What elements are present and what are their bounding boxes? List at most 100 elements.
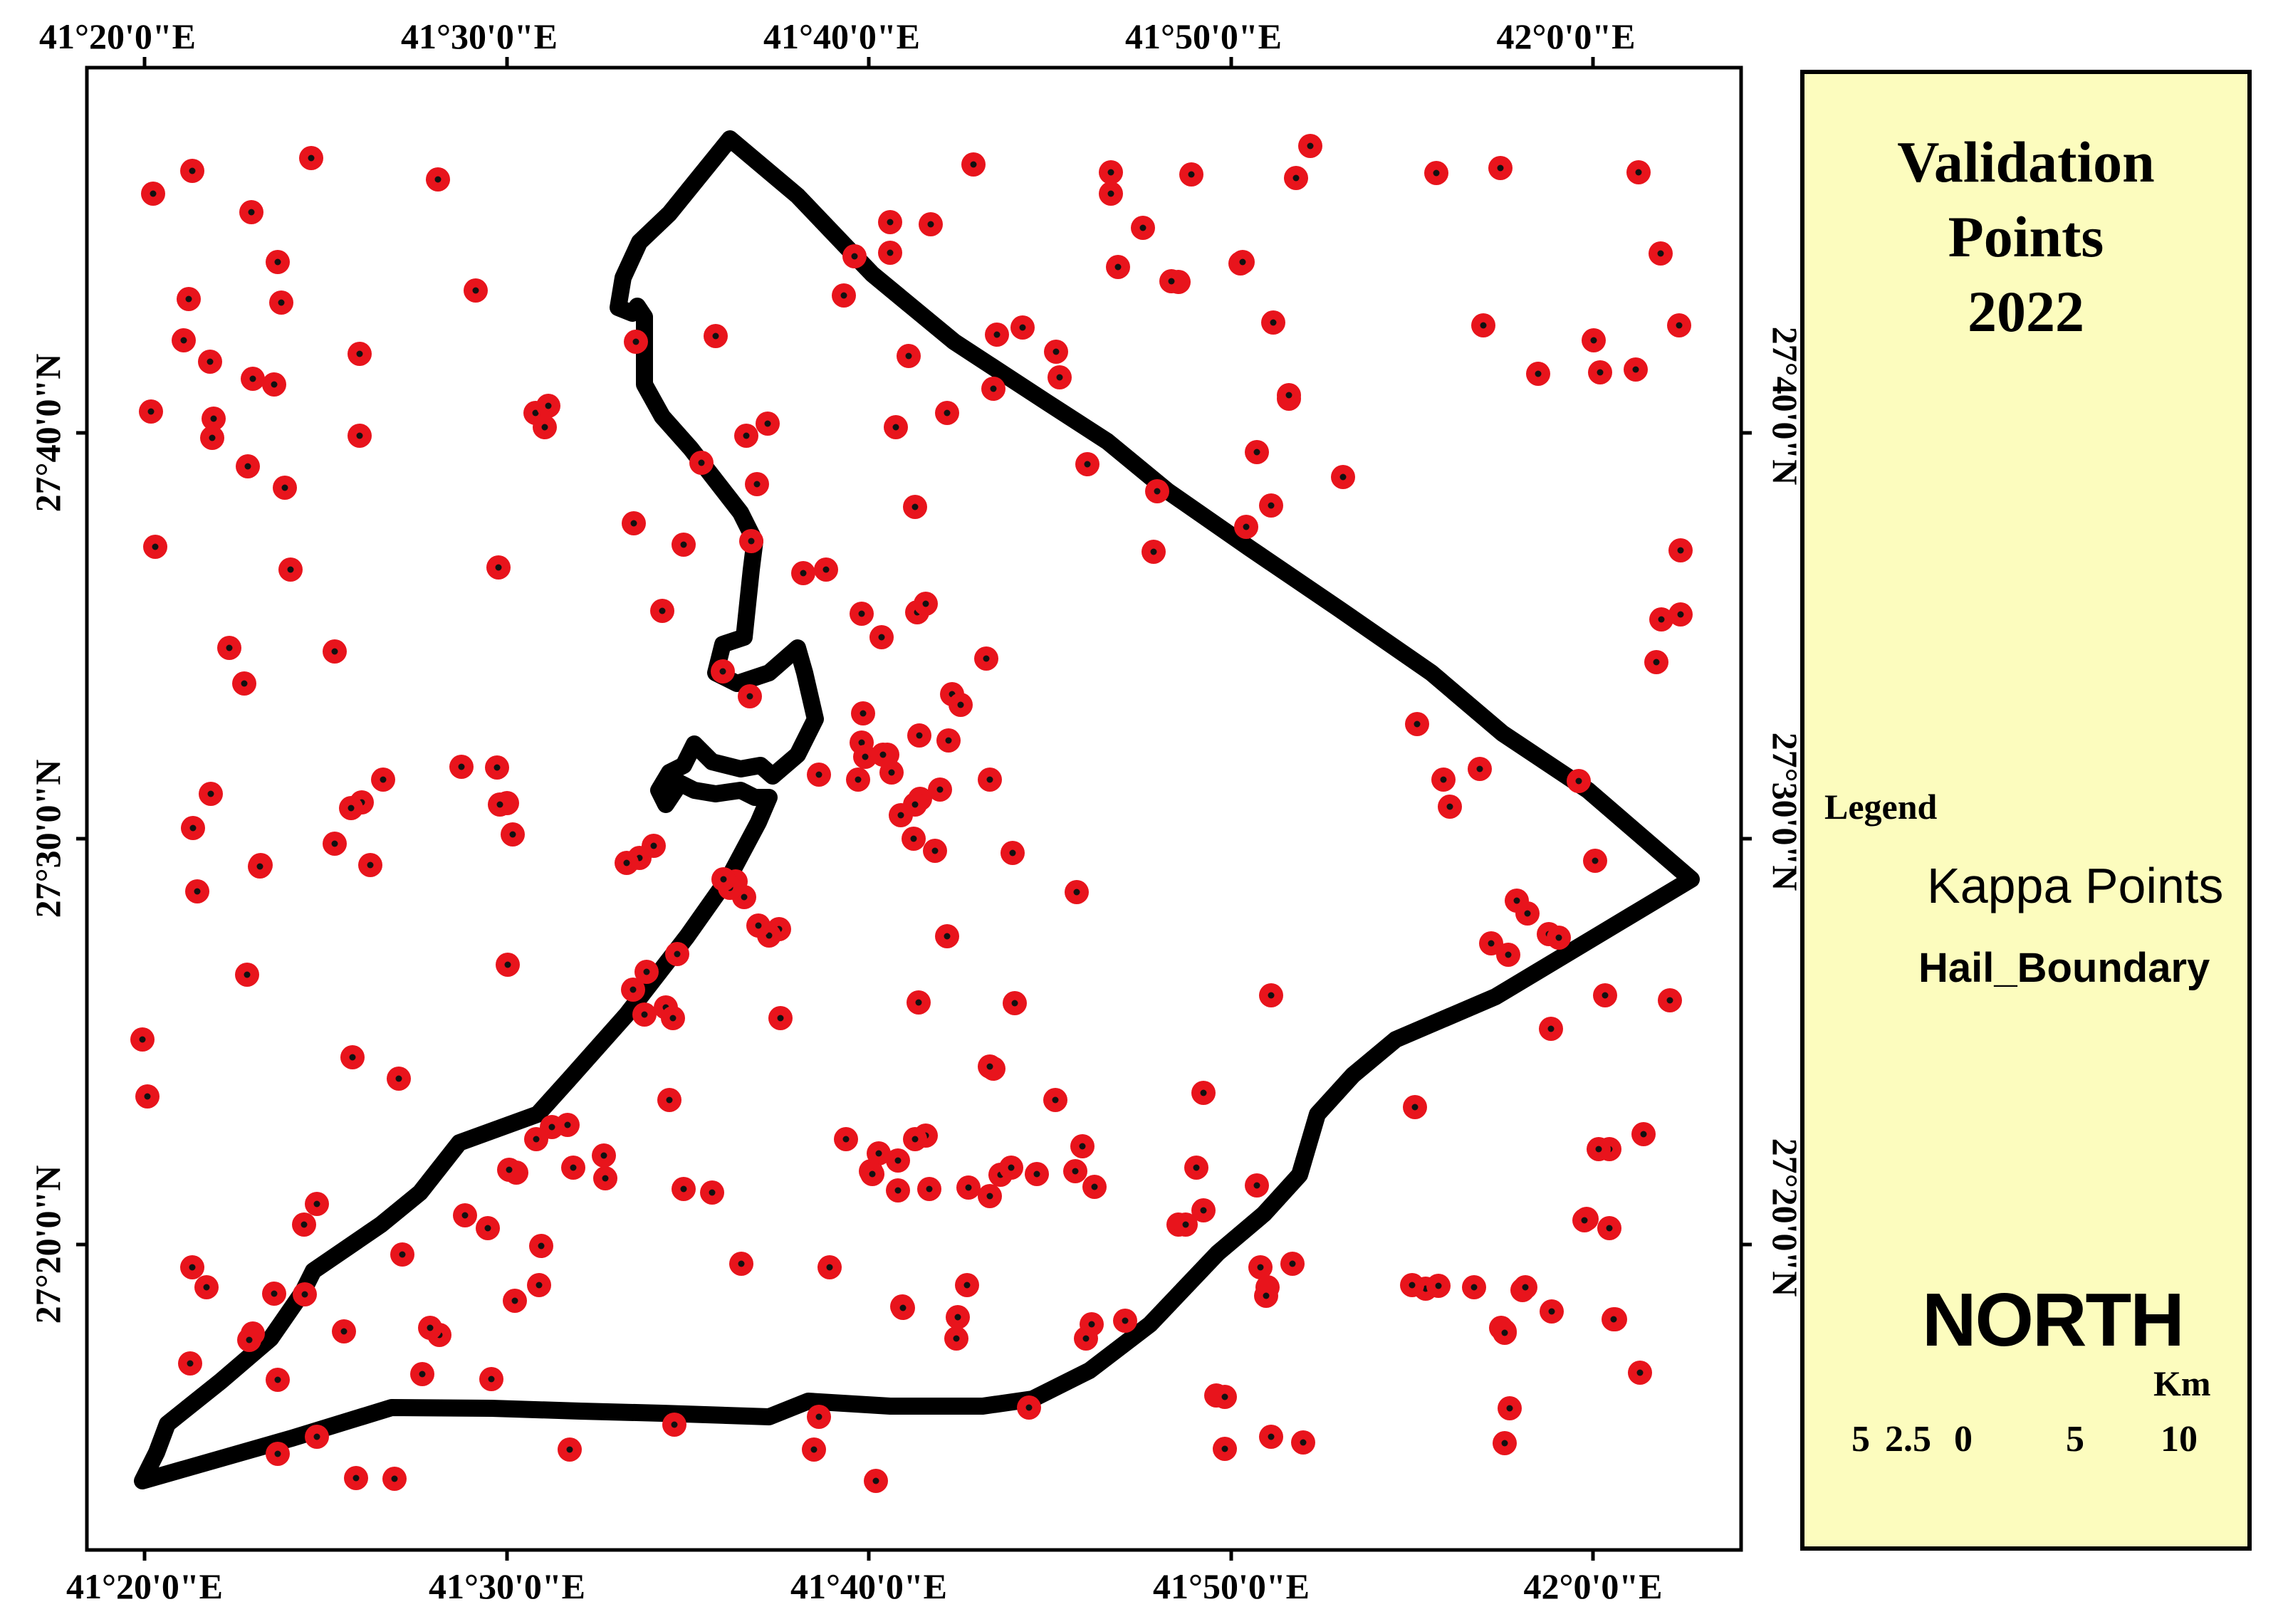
kappa-point xyxy=(390,1242,414,1267)
bottom-lon-label: 41°20'0"E xyxy=(66,1566,223,1606)
kappa-point xyxy=(919,212,943,236)
kappa-point xyxy=(1567,769,1591,793)
kappa-point xyxy=(665,942,689,966)
kappa-point xyxy=(1539,1017,1563,1041)
kappa-point xyxy=(503,1289,527,1313)
kappa-point xyxy=(558,1437,582,1462)
kappa-point xyxy=(834,1127,858,1151)
kappa-point xyxy=(935,401,959,425)
kappa-point xyxy=(817,1255,842,1279)
left-latitude-labels: 27°40'0"N 27°30'0"N 27°20'0"N xyxy=(28,354,68,1324)
kappa-point xyxy=(961,152,986,177)
kappa-point xyxy=(348,424,372,448)
kappa-point xyxy=(955,1273,979,1297)
kappa-point xyxy=(1001,841,1025,865)
kappa-point xyxy=(851,701,875,725)
top-lon-label: 41°30'0"E xyxy=(401,16,558,56)
kappa-point xyxy=(248,854,272,879)
hail-boundary xyxy=(134,130,1700,1489)
kappa-point xyxy=(871,743,895,767)
kappa-point xyxy=(704,324,728,348)
kappa-point xyxy=(1588,360,1612,384)
bottom-ticks xyxy=(142,1550,1595,1561)
kappa-point xyxy=(527,1273,551,1297)
bottom-lon-label: 41°30'0"E xyxy=(429,1566,585,1606)
kappa-point xyxy=(561,1156,585,1180)
kappa-point xyxy=(745,472,769,496)
kappa-point xyxy=(907,990,931,1015)
kappa-point xyxy=(615,851,639,875)
kappa-point xyxy=(936,728,961,753)
kappa-point xyxy=(807,1405,831,1429)
legend-heading: Legend xyxy=(1824,787,1938,827)
legend-title-line: 2022 xyxy=(1968,279,2084,344)
scale-tick: 5 xyxy=(2066,1419,2084,1460)
kappa-point xyxy=(1488,156,1513,180)
kappa-point xyxy=(886,1178,910,1203)
kappa-point xyxy=(662,1413,686,1437)
kappa-point xyxy=(1431,768,1456,792)
kappa-point xyxy=(496,953,520,977)
bottom-lon-label: 41°50'0"E xyxy=(1153,1566,1310,1606)
kappa-point xyxy=(1070,1134,1095,1158)
kappa-point xyxy=(1479,931,1503,955)
kappa-point xyxy=(1277,383,1301,407)
kappa-point xyxy=(305,1192,329,1216)
kappa-point xyxy=(266,250,290,274)
kappa-point xyxy=(711,659,735,683)
top-lon-label: 41°40'0"E xyxy=(763,16,920,56)
kappa-point xyxy=(1540,1299,1564,1324)
kappa-point xyxy=(1403,1095,1427,1119)
kappa-point xyxy=(657,1088,681,1112)
side-ticks xyxy=(76,431,1752,1247)
kappa-point xyxy=(262,372,286,397)
kappa-point xyxy=(1602,1307,1626,1331)
kappa-point xyxy=(1628,1361,1652,1385)
kappa-point xyxy=(382,1467,407,1491)
kappa-point xyxy=(464,278,488,303)
kappa-point xyxy=(348,342,372,366)
kappa-point xyxy=(555,1113,580,1137)
kappa-point xyxy=(1493,1431,1517,1455)
kappa-point xyxy=(923,839,947,863)
kappa-point xyxy=(878,241,902,265)
bottom-lon-label: 41°40'0"E xyxy=(790,1566,947,1606)
kappa-point xyxy=(891,1296,915,1320)
kappa-point xyxy=(768,1006,793,1030)
kappa-point xyxy=(1191,1198,1216,1222)
kappa-point xyxy=(650,599,674,623)
kappa-point xyxy=(237,1328,261,1352)
kappa-point xyxy=(1493,1321,1517,1345)
kappa-point xyxy=(928,777,952,802)
kappa-point xyxy=(907,723,931,748)
kappa-point xyxy=(202,407,226,431)
kappa-point xyxy=(143,535,167,559)
left-lat-label: 27°40'0"N xyxy=(28,354,68,513)
kappa-point xyxy=(323,639,347,664)
kappa-point xyxy=(236,454,260,478)
kappa-point xyxy=(1572,1208,1597,1232)
kappa-point xyxy=(239,200,263,224)
kappa-point xyxy=(1248,1255,1273,1279)
kappa-point xyxy=(878,210,902,234)
kappa-point xyxy=(232,671,256,696)
kappa-point xyxy=(292,1212,316,1237)
kappa-point xyxy=(1131,216,1155,240)
kappa-point xyxy=(903,1127,927,1151)
kappa-point xyxy=(1298,134,1322,158)
kappa-point xyxy=(1284,166,1308,190)
kappa-point xyxy=(689,451,714,475)
kappa-point xyxy=(814,557,838,582)
kappa-point xyxy=(266,1368,290,1392)
kappa-point xyxy=(1513,1275,1537,1299)
kappa-point xyxy=(1044,340,1068,364)
top-lon-label: 42°0'0"E xyxy=(1497,16,1636,56)
kappa-point xyxy=(449,755,474,779)
kappa-point xyxy=(358,853,382,877)
kappa-point xyxy=(1471,313,1495,337)
kappa-point xyxy=(1400,1273,1424,1297)
kappa-point xyxy=(262,1282,286,1306)
kappa-point xyxy=(1280,1252,1305,1276)
kappa-point xyxy=(978,1054,1002,1079)
